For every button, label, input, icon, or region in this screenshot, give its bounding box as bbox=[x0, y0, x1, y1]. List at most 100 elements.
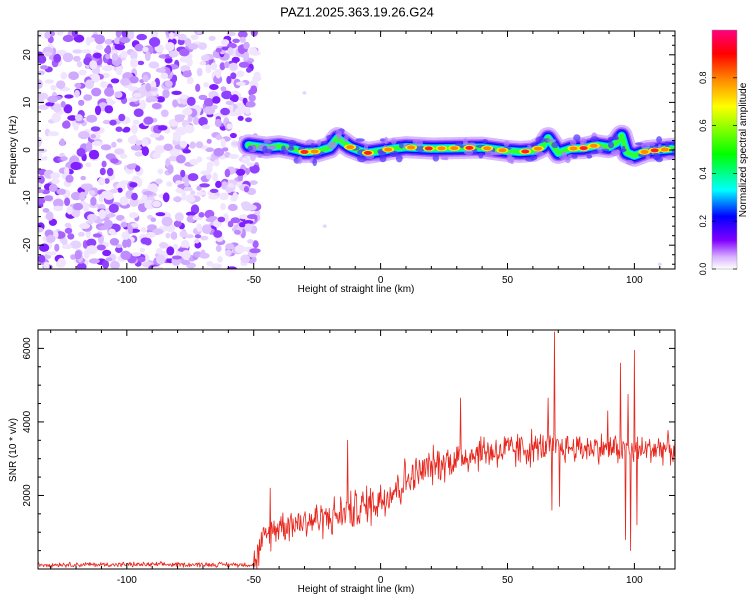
noise-blob bbox=[62, 52, 74, 63]
noise-blob bbox=[139, 99, 147, 110]
snr-x-axis-label: Height of straight line (km) bbox=[298, 584, 415, 595]
noise-blob bbox=[214, 118, 222, 128]
signal-hotspot-core bbox=[363, 150, 372, 155]
colorbar-gradient bbox=[712, 30, 737, 269]
noise-blob bbox=[139, 247, 145, 253]
snr-x-tick-label: -50 bbox=[246, 575, 261, 586]
noise-blob bbox=[164, 57, 173, 64]
noise-blob bbox=[120, 50, 128, 59]
noise-blob bbox=[213, 230, 223, 238]
noise-blob bbox=[237, 115, 244, 121]
signal-halo-blob bbox=[415, 145, 426, 153]
noise-blob bbox=[38, 104, 49, 110]
noise-blob bbox=[98, 177, 106, 186]
noise-blob bbox=[226, 266, 238, 269]
signal-hotspot-core bbox=[450, 146, 459, 151]
snr-series-line bbox=[38, 331, 675, 569]
noise-blob bbox=[252, 240, 259, 249]
noise-blob bbox=[176, 154, 186, 164]
noise-blob bbox=[165, 42, 175, 52]
signal-halo-blob bbox=[670, 140, 675, 146]
noise-blob bbox=[108, 203, 119, 213]
noise-blob bbox=[166, 181, 173, 187]
noise-blob bbox=[38, 254, 46, 263]
noise-blob bbox=[127, 31, 135, 40]
noise-blob bbox=[145, 82, 151, 92]
noise-blob bbox=[103, 219, 113, 229]
noise-blob bbox=[144, 199, 155, 210]
spectrogram-y-tick-label: 20 bbox=[22, 49, 33, 61]
noise-blob bbox=[225, 249, 232, 257]
noise-blob bbox=[60, 72, 68, 80]
signal-halo-blob bbox=[264, 148, 273, 154]
noise-blob bbox=[70, 191, 82, 201]
noise-blob bbox=[219, 62, 226, 71]
noise-blob bbox=[83, 202, 90, 212]
noise-blob bbox=[141, 138, 149, 148]
noise-blob bbox=[228, 154, 239, 159]
noise-blob bbox=[147, 183, 159, 194]
spectrogram-y-axis-label: Frequency (Hz) bbox=[8, 116, 19, 185]
noise-blob bbox=[237, 31, 248, 38]
noise-blob bbox=[129, 182, 138, 188]
noise-blob bbox=[136, 33, 147, 41]
noise-blob bbox=[180, 239, 190, 250]
noise-blob bbox=[145, 96, 153, 103]
signal-halo-blob bbox=[297, 156, 303, 164]
noise-blob bbox=[181, 259, 191, 265]
noise-blob bbox=[105, 257, 113, 262]
signal-halo-blob bbox=[399, 142, 404, 149]
noise-blob bbox=[102, 260, 110, 269]
noise-blob bbox=[227, 203, 238, 212]
noise-blob bbox=[174, 114, 186, 119]
noise-blob bbox=[180, 169, 186, 178]
spectrogram-noise-region bbox=[38, 31, 662, 269]
noise-blob bbox=[70, 240, 82, 249]
noise-blob bbox=[248, 89, 254, 96]
noise-blob bbox=[85, 36, 91, 46]
noise-blob bbox=[38, 70, 45, 76]
noise-blob bbox=[206, 138, 212, 144]
noise-blob bbox=[217, 216, 226, 223]
noise-blob bbox=[156, 254, 166, 265]
noise-blob bbox=[227, 183, 235, 188]
noise-blob bbox=[130, 50, 138, 60]
noise-blob bbox=[44, 79, 54, 84]
noise-blob bbox=[203, 97, 214, 107]
signal-halo-blob bbox=[412, 139, 417, 144]
noise-blob bbox=[157, 168, 164, 175]
noise-blob bbox=[231, 94, 239, 103]
noise-blob bbox=[111, 141, 117, 148]
noise-blob bbox=[156, 248, 163, 255]
noise-blob bbox=[229, 62, 238, 71]
noise-blob bbox=[213, 159, 220, 167]
noise-blob bbox=[151, 103, 162, 109]
noise-blob bbox=[61, 244, 73, 250]
noise-blob bbox=[100, 81, 108, 88]
noise-blob bbox=[135, 139, 142, 146]
noise-blob bbox=[95, 44, 104, 50]
noise-blob bbox=[46, 234, 56, 243]
signal-halo-blob bbox=[379, 154, 387, 163]
signal-halo-blob bbox=[355, 138, 365, 142]
noise-blob bbox=[149, 37, 161, 47]
signal-hotspot-core bbox=[465, 145, 474, 150]
noise-blob bbox=[88, 258, 100, 264]
noise-blob bbox=[118, 113, 126, 122]
noise-blob bbox=[221, 90, 233, 100]
noise-blob bbox=[134, 43, 144, 52]
noise-blob bbox=[155, 67, 166, 73]
noise-blob bbox=[126, 163, 136, 170]
noise-blob bbox=[64, 197, 71, 206]
signal-halo-blob bbox=[525, 157, 535, 162]
noise-blob bbox=[38, 79, 43, 89]
noise-blob bbox=[38, 182, 42, 189]
noise-blob bbox=[209, 84, 219, 90]
noise-blob bbox=[206, 161, 214, 168]
noise-blob bbox=[220, 203, 227, 211]
noise-blob bbox=[186, 57, 193, 67]
signal-halo-blob bbox=[586, 154, 593, 159]
noise-blob bbox=[129, 86, 137, 92]
spectrogram-x-axis-label: Height of straight line (km) bbox=[298, 284, 415, 295]
noise-blob bbox=[227, 220, 234, 228]
